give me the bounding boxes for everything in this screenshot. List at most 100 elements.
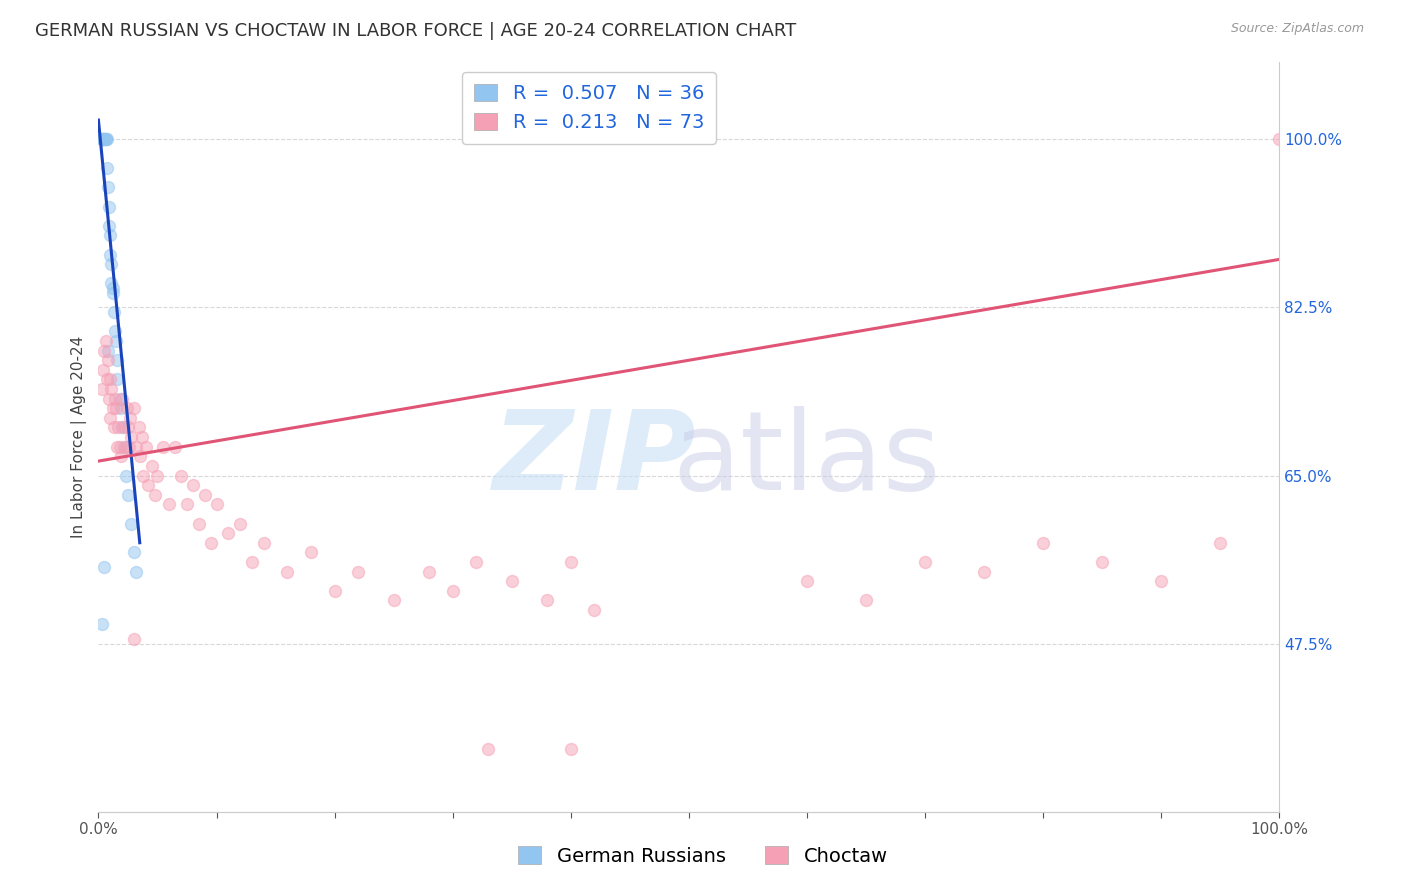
- Point: [441, 583, 464, 598]
- Point: [94, 132, 117, 146]
- Point: [98, 410, 121, 425]
- Point: [914, 555, 936, 569]
- Point: [477, 742, 499, 756]
- Legend: R =  0.507   N = 36, R =  0.213   N = 73: R = 0.507 N = 36, R = 0.213 N = 73: [463, 72, 716, 144]
- Point: [98, 392, 121, 406]
- Point: [93, 132, 115, 146]
- Point: [536, 593, 558, 607]
- Point: [125, 565, 148, 579]
- Point: [114, 468, 136, 483]
- Point: [108, 392, 131, 406]
- Point: [91, 132, 114, 146]
- Point: [104, 325, 127, 339]
- Point: [101, 285, 124, 300]
- Point: [157, 497, 180, 511]
- Point: [93, 132, 115, 146]
- Point: [1032, 535, 1054, 549]
- Point: [100, 277, 122, 291]
- Point: [165, 440, 187, 454]
- Point: [299, 545, 322, 559]
- Point: [114, 440, 136, 454]
- Point: [128, 450, 150, 464]
- Point: [347, 565, 370, 579]
- Point: [125, 440, 148, 454]
- Legend: German Russians, Choctaw: German Russians, Choctaw: [510, 838, 896, 873]
- Point: [97, 353, 120, 368]
- Point: [96, 161, 118, 175]
- Point: [112, 440, 135, 454]
- Point: [112, 420, 135, 434]
- Point: [131, 430, 153, 444]
- Point: [240, 555, 263, 569]
- Point: [110, 401, 132, 416]
- Point: [105, 401, 128, 416]
- Point: [1150, 574, 1173, 589]
- Point: [103, 305, 125, 319]
- Point: [229, 516, 252, 531]
- Point: [141, 458, 163, 473]
- Point: [98, 247, 121, 261]
- Text: atlas: atlas: [673, 406, 941, 513]
- Point: [276, 565, 298, 579]
- Point: [96, 372, 118, 386]
- Point: [465, 555, 488, 569]
- Point: [101, 401, 124, 416]
- Point: [93, 559, 115, 574]
- Point: [120, 410, 142, 425]
- Point: [170, 468, 193, 483]
- Point: [91, 617, 114, 632]
- Point: [117, 420, 139, 434]
- Point: [1091, 555, 1114, 569]
- Point: [560, 742, 582, 756]
- Point: [152, 440, 174, 454]
- Point: [98, 228, 121, 243]
- Point: [91, 132, 114, 146]
- Point: [104, 392, 127, 406]
- Point: [105, 334, 128, 348]
- Point: [108, 440, 131, 454]
- Text: GERMAN RUSSIAN VS CHOCTAW IN LABOR FORCE | AGE 20-24 CORRELATION CHART: GERMAN RUSSIAN VS CHOCTAW IN LABOR FORCE…: [35, 22, 796, 40]
- Point: [96, 132, 118, 146]
- Point: [181, 478, 204, 492]
- Point: [121, 430, 143, 444]
- Point: [118, 440, 141, 454]
- Point: [194, 488, 217, 502]
- Point: [176, 497, 198, 511]
- Y-axis label: In Labor Force | Age 20-24: In Labor Force | Age 20-24: [72, 336, 87, 538]
- Point: [253, 535, 276, 549]
- Point: [122, 632, 145, 646]
- Point: [100, 257, 122, 271]
- Point: [132, 468, 155, 483]
- Point: [560, 555, 582, 569]
- Point: [93, 343, 115, 358]
- Point: [91, 382, 114, 396]
- Text: ZIP: ZIP: [492, 406, 696, 513]
- Point: [146, 468, 169, 483]
- Point: [796, 574, 818, 589]
- Point: [418, 565, 440, 579]
- Point: [110, 450, 132, 464]
- Point: [115, 401, 138, 416]
- Point: [98, 200, 121, 214]
- Point: [135, 440, 157, 454]
- Point: [103, 420, 125, 434]
- Point: [111, 420, 134, 434]
- Point: [217, 526, 239, 541]
- Point: [107, 420, 129, 434]
- Point: [973, 565, 995, 579]
- Point: [111, 392, 134, 406]
- Point: [105, 372, 128, 386]
- Point: [583, 603, 606, 617]
- Point: [205, 497, 228, 511]
- Point: [91, 132, 114, 146]
- Point: [323, 583, 346, 598]
- Point: [501, 574, 523, 589]
- Point: [855, 593, 877, 607]
- Point: [105, 353, 128, 368]
- Point: [94, 334, 117, 348]
- Point: [122, 401, 145, 416]
- Point: [98, 372, 121, 386]
- Point: [117, 488, 139, 502]
- Point: [143, 488, 166, 502]
- Point: [1268, 132, 1291, 146]
